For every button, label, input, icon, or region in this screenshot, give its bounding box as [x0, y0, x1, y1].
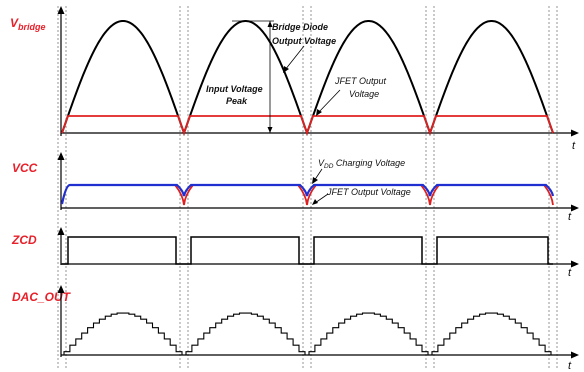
zcd-pulse-waveform [62, 236, 553, 265]
dac-row: DAC_OUT t [12, 285, 579, 372]
input-peak-label-line1: Input Voltage [206, 84, 263, 94]
zcd-label: ZCD [11, 233, 37, 247]
dac-y-arrow [57, 285, 65, 293]
vcc-y-arrow [57, 152, 65, 160]
vcc-jfet-output-waveform [61, 184, 554, 206]
zcd-y-arrow [57, 227, 65, 235]
zcd-x-arrow [571, 260, 579, 268]
peak-dimension-arrow-bottom [267, 127, 273, 133]
zcd-time-label: t [568, 267, 572, 279]
dac-time-label: t [568, 360, 572, 372]
vdd-charging-waveform [60, 183, 555, 205]
vcc-label: VCC [12, 161, 38, 175]
peak-dimension-arrow-top [267, 21, 273, 27]
zcd-row: ZCD t [11, 227, 579, 279]
jfet-output-pointer-head [316, 109, 322, 116]
bridge-diode-pointer [284, 45, 305, 71]
input-peak-label-line2: Peak [226, 96, 248, 106]
vdd-charging-pointer-head [312, 177, 318, 184]
vbridge-row: Vbridge t Bridge Diode Output Voltage In… [10, 6, 579, 152]
vcc-jfet-output-label: JFET Output Voltage [326, 187, 411, 197]
jfet-output-pointer [317, 89, 341, 114]
jfet-output-label-line1: JFET Output [334, 76, 387, 86]
bridge-diode-label-line2: Output Voltage [272, 36, 336, 46]
vbridge-label: Vbridge [10, 16, 46, 32]
dac-out-label: DAC_OUT [12, 290, 72, 304]
jfet-output-label-line2: Voltage [349, 89, 379, 99]
vcc-row: VCC t VDD Charging Voltage JFET Output V… [12, 152, 579, 223]
jfet-output-waveform [61, 115, 554, 136]
vcc-time-label: t [568, 211, 572, 223]
bridge-diode-label-line1: Bridge Diode [272, 22, 328, 32]
vbridge-time-label: t [572, 140, 576, 152]
vbridge-x-arrow [571, 129, 579, 137]
bridge-diode-pointer-head [283, 66, 289, 73]
vdd-charging-label: VDD Charging Voltage [318, 158, 405, 170]
dac-x-arrow [571, 351, 579, 359]
vcc-jfet-output-pointer-head [312, 199, 318, 205]
vcc-jfet-output-pointer [314, 193, 329, 204]
vcc-x-arrow [571, 204, 579, 212]
vbridge-y-arrow [57, 6, 65, 14]
dac-staircase-waveform [63, 312, 552, 356]
